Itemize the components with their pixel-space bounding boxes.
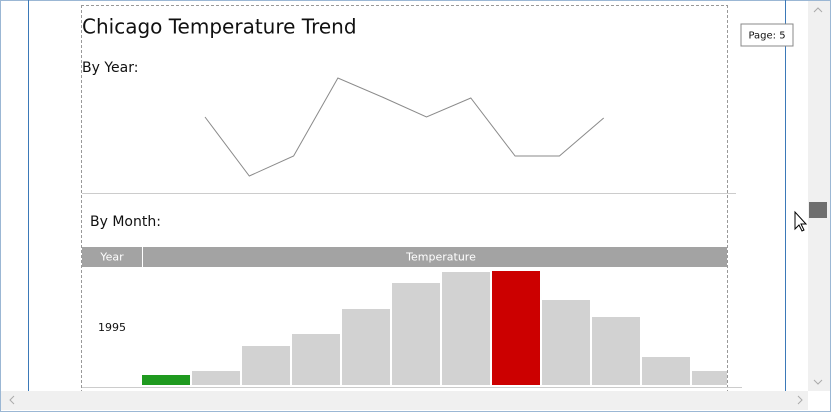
bar (292, 334, 340, 385)
column-header: Temperature (405, 251, 476, 264)
report-title: Chicago Temperature Trend (82, 15, 357, 39)
tooltip-text: Page: 5 (748, 31, 785, 42)
cursor (794, 210, 808, 232)
bar (392, 283, 440, 385)
section-title: By Year: (82, 60, 138, 76)
bar (242, 346, 290, 385)
scroll-left[interactable] (9, 395, 15, 405)
bar (642, 357, 690, 385)
bar (592, 317, 640, 385)
bar (492, 271, 540, 385)
scroll-down[interactable] (813, 379, 823, 385)
section-title: By Month: (90, 214, 161, 230)
bar (342, 309, 390, 385)
scroll-up[interactable] (813, 7, 823, 13)
horizontal-scrollbar[interactable] (1, 391, 808, 410)
vertical-scrollbar[interactable] (808, 1, 830, 391)
column-header: Year (99, 251, 124, 264)
table-header (82, 247, 727, 267)
tooltip (740, 23, 794, 47)
bar (442, 272, 490, 385)
trend-line (204, 77, 605, 177)
scroll-right[interactable] (797, 395, 803, 405)
row-label: 1995 (98, 321, 126, 334)
scroll-thumb[interactable] (809, 202, 827, 218)
bar (192, 371, 240, 385)
bar (692, 371, 727, 385)
bar-group (142, 271, 727, 385)
bar (542, 300, 590, 385)
bar (142, 375, 190, 385)
